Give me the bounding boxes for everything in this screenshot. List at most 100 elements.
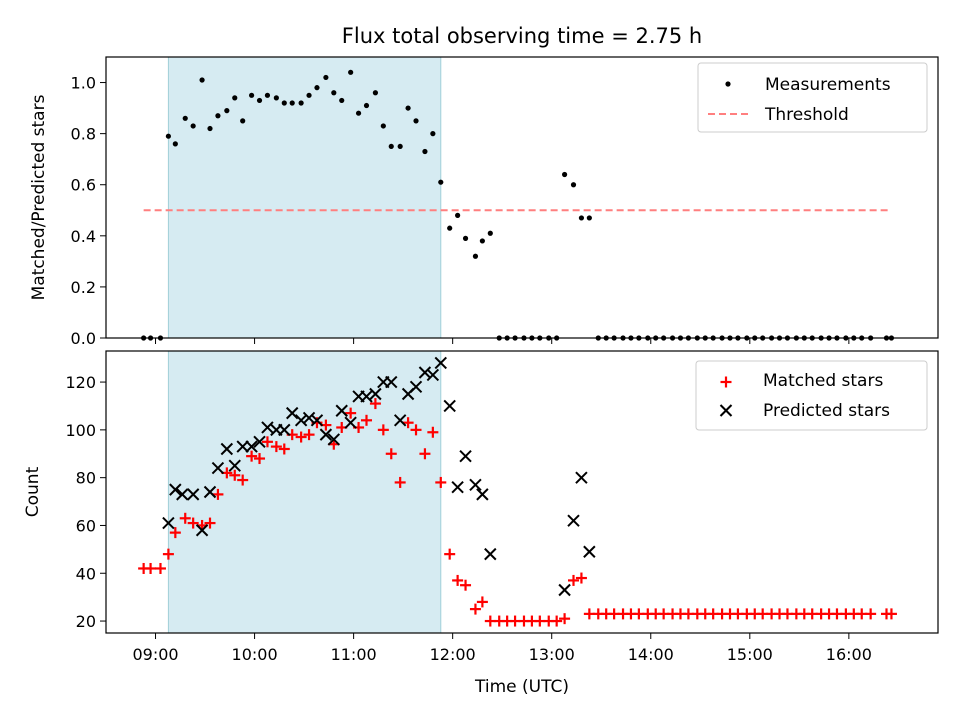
matched-star-point — [444, 548, 456, 560]
predicted-star-point — [302, 411, 316, 425]
predicted-star-point — [418, 366, 432, 379]
predicted-star-point — [310, 414, 324, 427]
measurement-point — [224, 108, 230, 114]
measurement-point — [273, 95, 279, 101]
predicted-star-point — [211, 461, 225, 475]
y-tick-label: 60 — [76, 516, 96, 535]
measurement-point — [314, 85, 320, 91]
matched-star-point — [254, 453, 266, 465]
measurement-point — [207, 125, 213, 132]
predicted-star-point — [278, 423, 291, 437]
measurement-point — [455, 212, 461, 218]
matched-star-point — [559, 613, 571, 625]
measurement-point — [348, 69, 354, 75]
count-legend: Matched stars Predicted stars — [695, 360, 928, 431]
matched-star-point — [229, 469, 241, 481]
predicted-star-point — [176, 488, 189, 501]
matched-star-point — [394, 476, 406, 488]
predicted-star-point — [434, 356, 447, 370]
measurement-point — [256, 97, 263, 104]
count-points — [138, 356, 897, 627]
predicted-star-point — [228, 459, 241, 472]
matched-star-point — [187, 517, 199, 529]
count-y-axis-label: Count — [23, 466, 43, 517]
measurement-point — [586, 215, 592, 221]
predicted-star-point — [319, 428, 333, 441]
legend-matched-label: Matched stars — [763, 371, 883, 391]
predicted-star-point — [162, 516, 175, 530]
measurement-point — [388, 143, 394, 150]
predicted-star-point — [393, 414, 407, 427]
count-legend-box — [695, 360, 928, 431]
predicted-star-point — [443, 399, 456, 413]
measurement-point — [380, 123, 386, 129]
ratio-y-axis-label: Matched/Predicted stars — [29, 94, 49, 300]
measurement-point — [182, 115, 188, 121]
measurement-point — [561, 171, 568, 178]
matched-star-point — [885, 608, 897, 620]
measurement-point — [447, 225, 453, 231]
matched-star-point — [476, 596, 488, 608]
predicted-star-point — [186, 488, 200, 501]
matched-star-point — [212, 488, 224, 500]
ratio-legend-box — [697, 62, 928, 133]
y-tick-label: 20 — [76, 612, 96, 631]
matched-star-point — [154, 562, 166, 574]
matched-star-point — [385, 448, 397, 460]
y-tick-label: 100 — [65, 421, 96, 440]
legend-matched-marker — [720, 376, 732, 388]
predicted-star-point — [335, 404, 348, 417]
measurement-point — [487, 230, 493, 236]
measurement-point — [472, 253, 479, 259]
predicted-star-point — [286, 406, 299, 420]
ratio-panel: 0.0 0.2 0.4 0.6 0.8 1.0 Matched/Predicted sta… — [29, 56, 939, 348]
measurement-point — [249, 92, 255, 98]
measurement-point — [578, 215, 585, 221]
predicted-star-point — [369, 387, 382, 401]
matched-star-point — [237, 474, 249, 486]
measurement-point — [430, 131, 436, 137]
matched-star-point — [460, 579, 472, 591]
predicted-star-point — [327, 433, 341, 446]
predicted-star-point — [567, 514, 580, 527]
observing-window-shade — [167, 350, 442, 634]
x-tick-label: 09:00 — [132, 645, 178, 664]
measurement-point — [298, 100, 304, 106]
predicted-star-point — [469, 478, 482, 492]
legend-threshold-label: Threshold — [764, 105, 849, 125]
x-tick-label: 12:00 — [430, 645, 476, 664]
x-tick-label: 14:00 — [628, 645, 674, 664]
predicted-star-point — [344, 416, 357, 429]
measurement-point — [479, 238, 485, 244]
y-tick-label: 0.0 — [71, 329, 96, 348]
matched-star-point — [261, 436, 273, 448]
y-tick-label: 40 — [76, 564, 96, 583]
x-tick-label: 11:00 — [331, 645, 377, 664]
matched-star-point — [435, 476, 447, 488]
matched-star-point — [410, 424, 422, 436]
count-x-ticks: 09:00 10:00 11:00 12:00 13:00 14:00 15:00 16:00 — [132, 633, 872, 664]
measurement-point — [339, 97, 345, 104]
measurement-point — [215, 113, 221, 119]
matched-star-point — [551, 615, 563, 627]
measurement-point — [462, 235, 469, 241]
legend-predicted-label: Predicted stars — [763, 401, 890, 421]
measurement-point — [172, 141, 178, 147]
ratio-legend: Measurements Threshold — [697, 62, 928, 133]
measurement-point — [289, 100, 295, 106]
x-axis-label: Time (UTC) — [474, 677, 569, 697]
matched-star-point — [345, 407, 357, 419]
y-tick-label: 0.2 — [71, 278, 96, 297]
predicted-star-point — [220, 442, 234, 456]
predicted-star-point — [261, 421, 274, 434]
matched-star-point — [360, 414, 372, 426]
predicted-star-point — [459, 449, 472, 463]
measurement-point — [264, 92, 271, 98]
measurement-point — [422, 148, 428, 155]
predicted-star-point — [253, 435, 266, 449]
predicted-star-point — [558, 583, 571, 597]
measurement-point — [199, 77, 205, 83]
matched-star-point — [295, 431, 307, 443]
predicted-star-point — [409, 380, 423, 394]
ratio-axes-frame — [105, 56, 939, 339]
